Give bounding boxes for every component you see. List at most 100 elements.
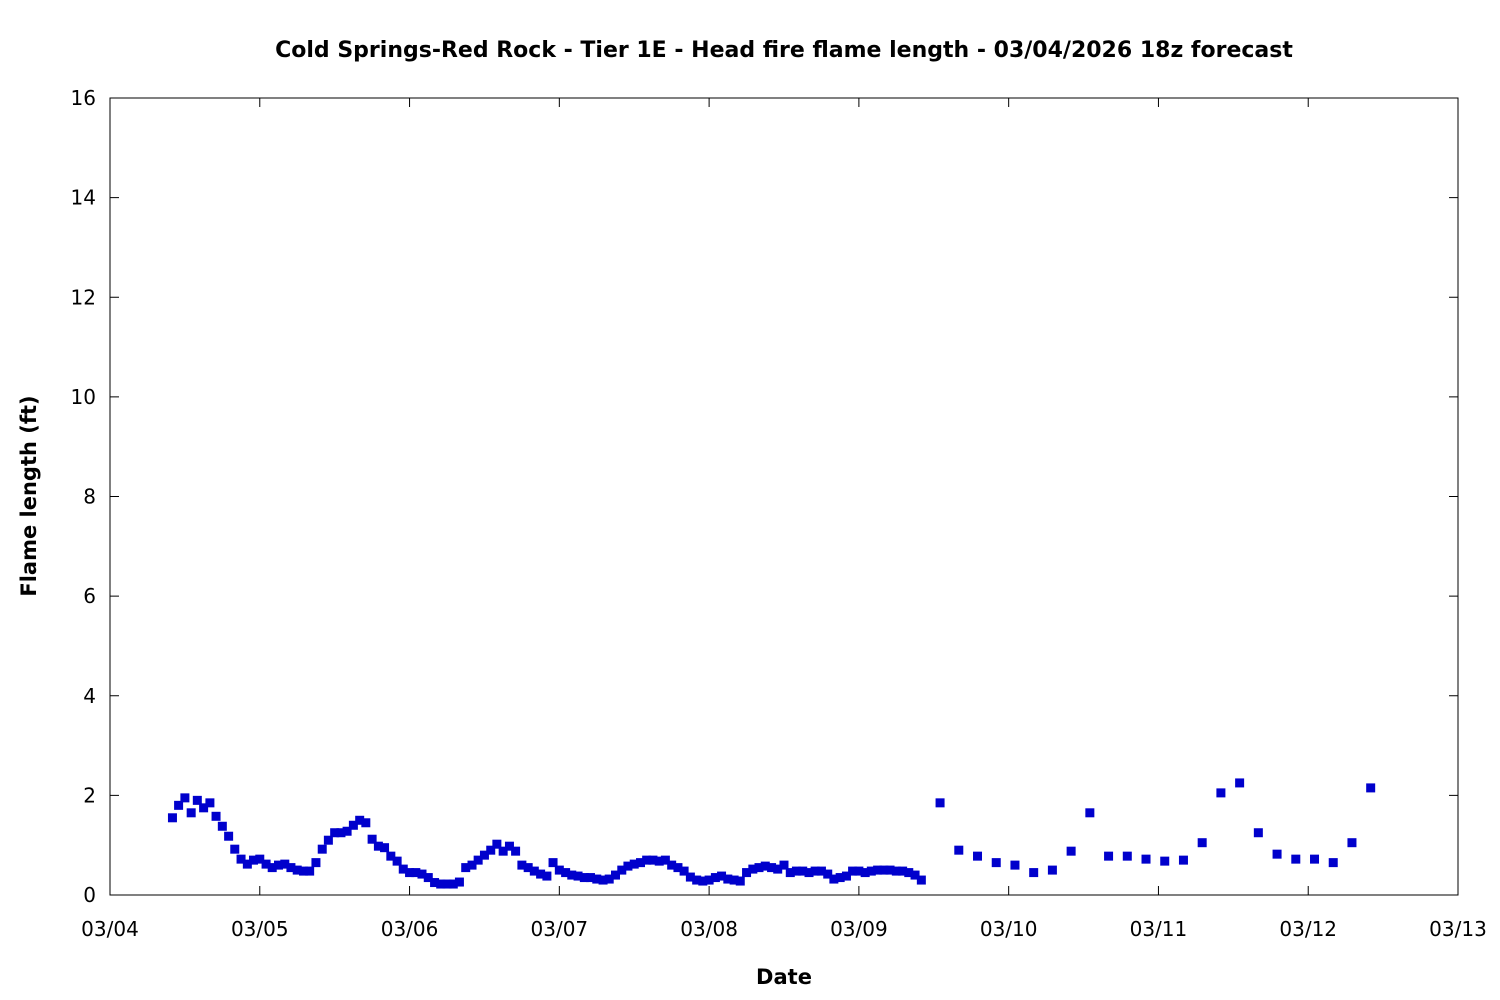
x-axis-label: Date xyxy=(756,965,812,989)
data-point xyxy=(523,863,533,873)
data-point xyxy=(829,874,839,884)
data-point xyxy=(1122,851,1132,861)
y-tick-label: 0 xyxy=(83,883,96,907)
data-point xyxy=(604,874,614,884)
data-point xyxy=(654,856,664,866)
data-point xyxy=(342,826,352,836)
data-point xyxy=(548,858,558,868)
y-axis-label: Flame length (ft) xyxy=(17,395,41,596)
y-tick-label: 6 xyxy=(83,584,96,608)
data-point xyxy=(467,860,477,870)
data-point xyxy=(236,854,246,864)
x-tick-label: 03/11 xyxy=(1130,917,1188,941)
data-point xyxy=(935,798,945,808)
data-point xyxy=(698,876,708,886)
data-point xyxy=(311,858,321,868)
data-point xyxy=(636,858,646,868)
data-point xyxy=(367,834,377,844)
data-point xyxy=(479,850,489,860)
data-point xyxy=(492,839,502,849)
y-tick-labels: 0 2 4 6 8 10 12 14 16 xyxy=(71,86,96,907)
data-point xyxy=(779,860,789,870)
x-tick-label: 03/10 xyxy=(980,917,1038,941)
data-point xyxy=(192,795,202,805)
data-point xyxy=(854,866,864,876)
data-point xyxy=(1328,858,1338,868)
data-point xyxy=(274,860,283,870)
data-point xyxy=(211,811,221,821)
data-point xyxy=(973,851,983,861)
y-tick-label: 8 xyxy=(83,485,96,509)
data-point xyxy=(804,868,814,878)
data-point xyxy=(879,865,889,875)
data-point xyxy=(991,858,1001,868)
data-point xyxy=(860,868,870,878)
data-point xyxy=(598,875,608,885)
data-point xyxy=(642,855,652,865)
data-point xyxy=(567,870,577,880)
data-point xyxy=(592,874,602,884)
y-tick-label: 14 xyxy=(71,186,96,210)
data-point xyxy=(242,859,252,869)
data-point xyxy=(773,864,783,874)
data-point xyxy=(742,868,752,878)
data-point xyxy=(785,868,795,878)
data-point xyxy=(823,869,833,879)
data-point xyxy=(436,879,446,889)
data-point xyxy=(174,800,184,810)
chart-title: Cold Springs-Red Rock - Tier 1E - Head f… xyxy=(275,38,1293,63)
data-point xyxy=(461,863,471,873)
data-point xyxy=(205,798,215,808)
data-point xyxy=(579,873,589,883)
data-point xyxy=(660,855,670,865)
x-tick-label: 03/12 xyxy=(1279,917,1337,941)
data-point xyxy=(330,828,340,838)
data-point xyxy=(361,818,371,828)
data-point xyxy=(798,866,808,876)
y-tick-label: 2 xyxy=(83,783,96,807)
data-point xyxy=(841,871,851,881)
data-point xyxy=(517,860,527,870)
data-point xyxy=(617,865,627,875)
data-point xyxy=(748,864,758,874)
data-point xyxy=(248,855,258,865)
data-point xyxy=(536,869,546,879)
data-point xyxy=(473,855,483,865)
data-point xyxy=(1160,856,1170,866)
data-point xyxy=(885,865,895,875)
data-point xyxy=(954,845,964,855)
data-point xyxy=(317,844,327,854)
data-point xyxy=(1235,778,1245,788)
x-tick-label: 03/09 xyxy=(830,917,888,941)
x-tick-label: 03/04 xyxy=(81,917,139,941)
data-point xyxy=(735,876,745,886)
data-point xyxy=(1310,854,1320,864)
data-point xyxy=(1291,854,1301,864)
y-tick-label: 10 xyxy=(71,385,96,409)
data-point xyxy=(373,841,383,851)
data-point xyxy=(398,864,408,874)
data-point xyxy=(411,868,421,878)
data-point xyxy=(916,875,926,885)
data-point xyxy=(710,873,720,883)
data-point xyxy=(261,859,271,869)
data-point xyxy=(685,872,695,882)
data-point xyxy=(891,866,901,876)
data-point xyxy=(810,866,820,876)
data-point xyxy=(167,813,177,823)
data-point xyxy=(767,863,777,873)
data-point xyxy=(848,866,858,876)
data-point xyxy=(1141,854,1151,864)
y-tick-label: 4 xyxy=(83,684,96,708)
data-point xyxy=(392,856,402,866)
data-point xyxy=(199,803,209,813)
data-point xyxy=(380,843,390,853)
x-tick-label: 03/05 xyxy=(231,917,289,941)
data-point xyxy=(186,808,196,818)
data-point xyxy=(511,846,521,856)
data-point xyxy=(430,878,440,888)
data-point xyxy=(292,865,302,875)
data-point xyxy=(573,871,583,881)
data-point xyxy=(1272,849,1282,859)
data-point xyxy=(904,868,914,878)
